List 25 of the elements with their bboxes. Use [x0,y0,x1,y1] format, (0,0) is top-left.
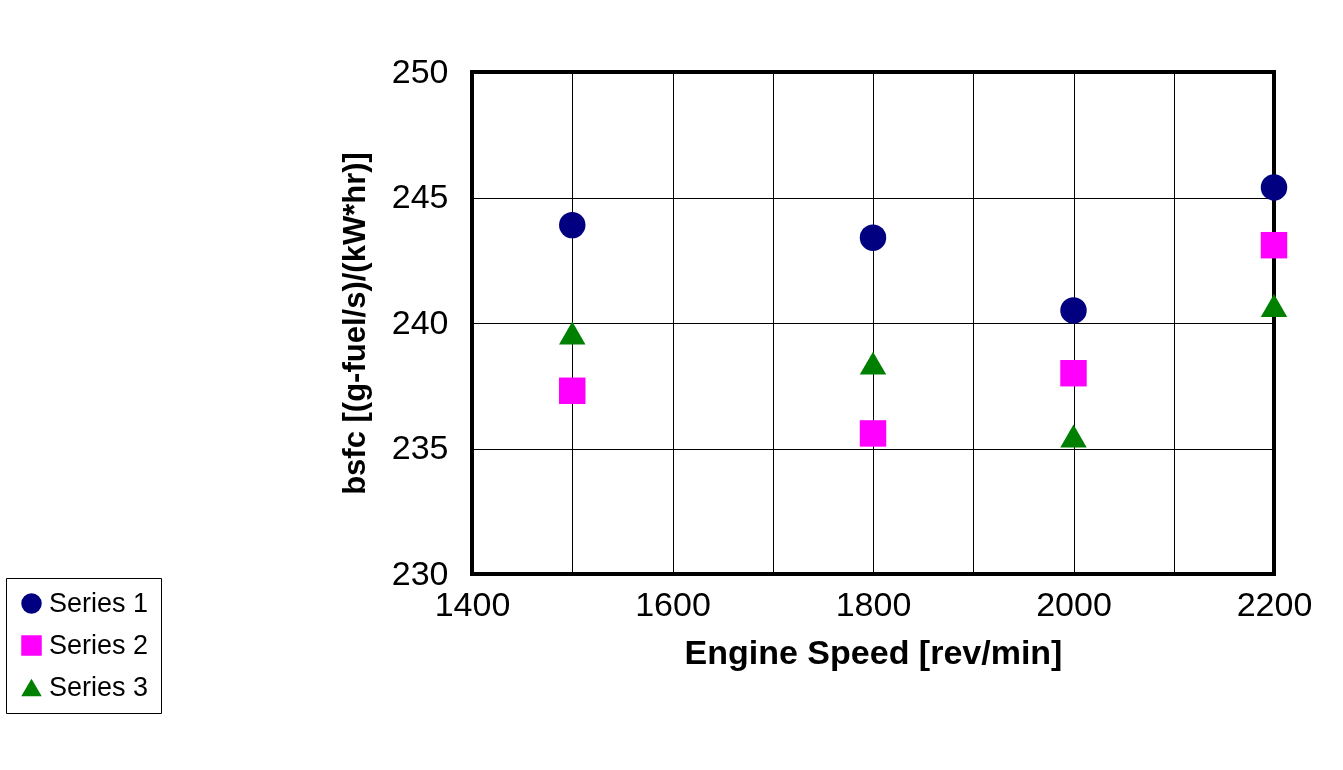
point [559,211,586,239]
point [559,321,586,345]
point [1260,174,1288,201]
point [1060,359,1087,387]
point [1260,293,1288,317]
y-tick-label: 235 [391,428,449,466]
y-axis-title: bsfc [(g-fuel/s)/(kW*hr)] [336,152,372,495]
point [1260,231,1288,259]
x-tick-label: 2000 [1036,584,1112,623]
x-tick-label: 1800 [835,584,912,623]
point [1060,297,1087,324]
point [859,351,887,375]
y-tick-label: 250 [391,51,449,90]
x-axis-title: Engine Speed [rev/min] [684,632,1063,671]
point [859,224,887,251]
legend-label: Series 1 [49,587,149,618]
point [859,420,887,447]
legend-label: Series 2 [49,629,149,660]
y-tick-label: 240 [391,302,449,341]
point [1060,424,1087,448]
point [559,377,586,404]
x-tick-label: 2200 [1236,584,1313,623]
legend-label: Series 3 [49,671,149,702]
x-tick-label: 1600 [635,584,711,623]
y-tick-label: 245 [391,177,449,215]
